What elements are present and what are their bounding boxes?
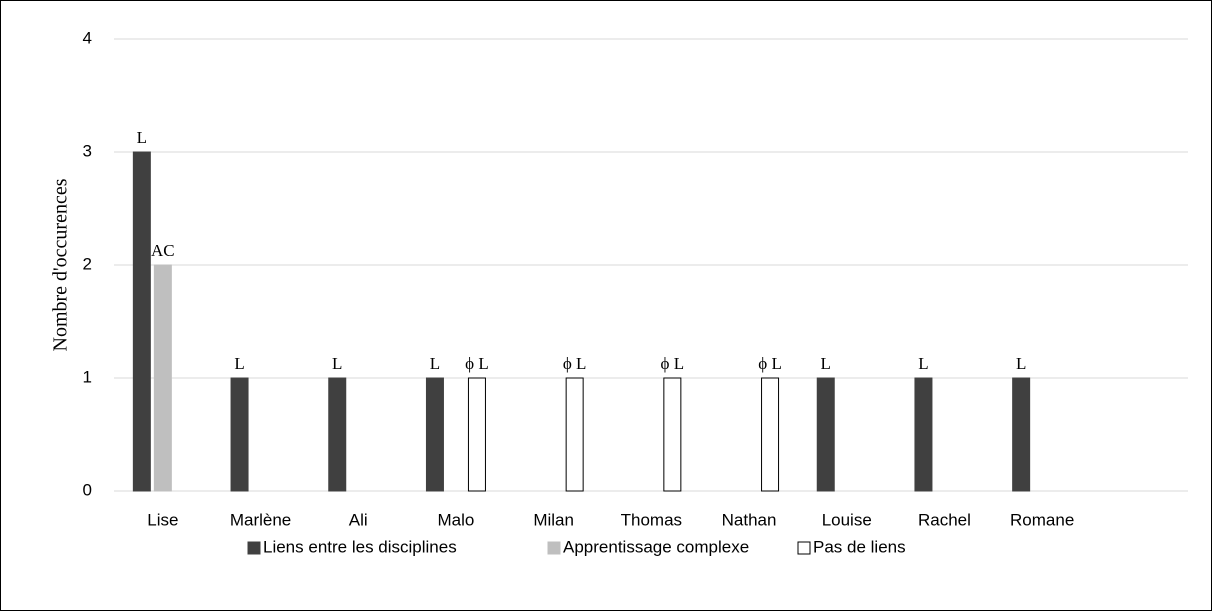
- legend-label: Apprentissage complexe: [563, 537, 749, 556]
- bar: [914, 377, 933, 492]
- x-tick-label: Louise: [822, 510, 872, 529]
- legend-label: Liens entre les disciplines: [263, 537, 457, 556]
- bar: [1012, 377, 1031, 492]
- y-tick-label: 3: [83, 141, 92, 160]
- y-tick-label: 1: [83, 367, 92, 386]
- legend-swatch: [247, 541, 261, 555]
- x-tick-label: Thomas: [621, 510, 682, 529]
- bar: [761, 377, 780, 492]
- bar: [153, 264, 172, 492]
- x-tick-label: Lise: [147, 510, 178, 529]
- x-tick-label: Milan: [533, 510, 574, 529]
- bar: [425, 377, 444, 492]
- data-label: AC: [151, 241, 175, 260]
- x-tick-label: Nathan: [722, 510, 777, 529]
- legend-swatch: [547, 541, 561, 555]
- data-label: ϕ L: [661, 354, 685, 373]
- data-label: ϕ L: [465, 354, 489, 373]
- bar: [565, 377, 584, 492]
- bar: [663, 377, 682, 492]
- y-axis-title: Nombre d'occurences: [50, 178, 72, 351]
- data-label: L: [821, 354, 831, 373]
- bar: [328, 377, 347, 492]
- bar: [132, 151, 151, 492]
- data-label: L: [918, 354, 928, 373]
- legend-label: Pas de liens: [813, 537, 906, 556]
- y-tick-label: 4: [83, 28, 92, 47]
- x-tick-label: Malo: [438, 510, 475, 529]
- x-tick-label: Marlène: [230, 510, 291, 529]
- data-label: L: [234, 354, 244, 373]
- bar: [467, 377, 486, 492]
- x-tick-label: Rachel: [918, 510, 971, 529]
- data-label: L: [430, 354, 440, 373]
- data-label: ϕ L: [563, 354, 587, 373]
- x-tick-label: Ali: [349, 510, 368, 529]
- bar: [816, 377, 835, 492]
- legend-swatch: [797, 541, 811, 555]
- data-label: L: [1016, 354, 1026, 373]
- y-tick-label: 2: [83, 254, 92, 273]
- x-tick-label: Romane: [1010, 510, 1074, 529]
- data-label: ϕ L: [758, 354, 782, 373]
- data-label: L: [332, 354, 342, 373]
- y-tick-label: 0: [83, 480, 92, 499]
- bar: [230, 377, 249, 492]
- data-label: L: [137, 128, 147, 147]
